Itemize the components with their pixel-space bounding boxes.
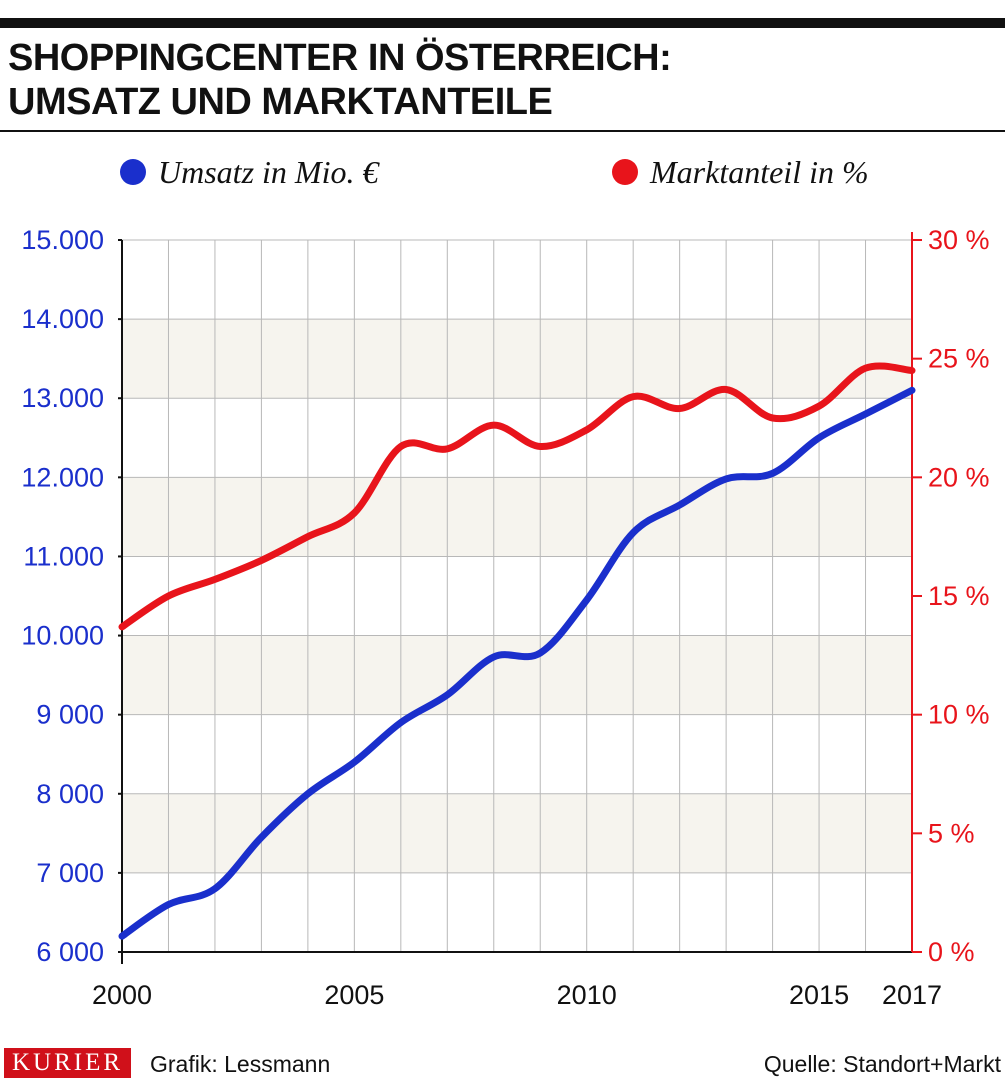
y-right-tick-label: 0 %	[928, 937, 975, 967]
y-right-tick-label: 25 %	[928, 344, 990, 374]
line-chart: 6 000 7 000 8 000 9 000 10.000 11.000 12.000 13…	[21, 225, 990, 1010]
legend-dot-marktanteil	[612, 159, 638, 185]
x-tick-label: 2005	[324, 980, 384, 1010]
chart-title: SHOPPINGCENTER IN ÖSTERREICH: UMSATZ UND…	[8, 36, 998, 124]
y-left-tick-label: 14.000	[21, 304, 104, 334]
background-band	[122, 793, 912, 873]
title-line-2: UMSATZ UND MARKTANTEILE	[8, 81, 553, 123]
top-bar	[0, 18, 1005, 28]
background-band	[122, 477, 912, 557]
y-left-tick-label: 9 000	[36, 700, 104, 730]
y-left-tick-label: 7 000	[36, 858, 104, 888]
legend-item-umsatz: Umsatz in Mio. €	[120, 150, 378, 194]
x-tick-label: 2015	[789, 980, 849, 1010]
x-tick-label: 2017	[882, 980, 942, 1010]
legend-label-marktanteil: Marktanteil in %	[650, 153, 869, 190]
y-right-tick-label: 15 %	[928, 581, 990, 611]
title-line-1: SHOPPINGCENTER IN ÖSTERREICH:	[8, 37, 672, 79]
kurier-logo: KURIER	[4, 1048, 132, 1078]
y-right-tick-label: 20 %	[928, 462, 990, 492]
y-left-tick-label: 11.000	[23, 541, 104, 571]
source-credit: Quelle: Standort+Markt	[763, 1051, 1001, 1077]
y-left-tick-label: 15.000	[21, 225, 104, 255]
y-left-tick-label: 13.000	[21, 383, 104, 413]
legend-dot-umsatz	[120, 159, 146, 185]
y-left-tick-label: 8 000	[36, 779, 104, 809]
x-tick-label: 2000	[92, 980, 152, 1010]
background-band	[122, 319, 912, 399]
x-tick-label: 2010	[557, 980, 617, 1010]
y-left-tick-label: 6 000	[36, 937, 104, 967]
title-rule	[0, 130, 1005, 132]
series-line-umsatz	[118, 386, 916, 940]
y-left-tick-label: 10.000	[21, 621, 104, 651]
graphic-credit: Grafik: Lessmann	[150, 1051, 331, 1077]
y-left-tick-label: 12.000	[21, 462, 104, 492]
series-line-marktanteil	[118, 362, 916, 631]
y-right-tick-label: 10 %	[928, 700, 990, 730]
background-band	[122, 635, 912, 715]
y-right-tick-label: 5 %	[928, 818, 975, 848]
y-right-tick-label: 30 %	[928, 225, 990, 255]
legend-label-umsatz: Umsatz in Mio. €	[158, 153, 379, 190]
footer: KURIER Grafik: Lessmann Quelle: Standort…	[0, 1046, 1005, 1080]
legend-item-marktanteil: Marktanteil in %	[612, 150, 869, 194]
